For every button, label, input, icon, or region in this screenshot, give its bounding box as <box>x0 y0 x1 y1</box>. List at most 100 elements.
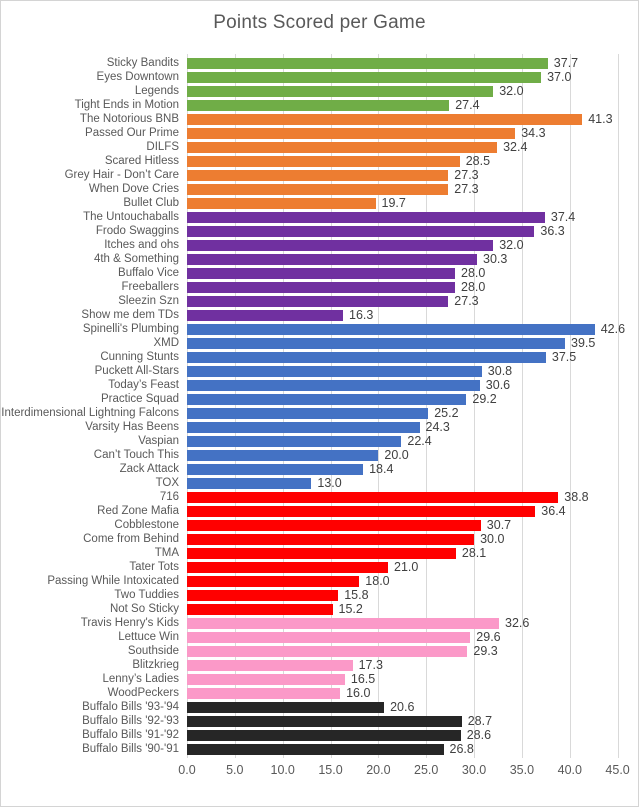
bar-row: Scared Hitless 28.5 <box>1 154 638 168</box>
gridline <box>474 54 476 758</box>
bar <box>187 71 542 83</box>
bar-track: 18.0 <box>187 574 632 588</box>
bar <box>187 533 475 545</box>
gridline <box>330 54 332 758</box>
bar-track: 37.4 <box>187 210 632 224</box>
value-label: 30.0 <box>480 532 505 546</box>
bar-row: Passed Our Prime 34.3 <box>1 126 638 140</box>
bar-row: WoodPeckers 16.0 <box>1 686 638 700</box>
bar <box>187 155 460 167</box>
value-label: 25.2 <box>434 406 459 420</box>
bar <box>187 491 559 503</box>
value-label: 16.5 <box>350 672 376 686</box>
bar-label: Buffalo Bills '93-'94 <box>82 701 179 713</box>
bar <box>187 197 376 209</box>
gridline <box>426 54 428 758</box>
bar-row: When Dove Cries 27.3 <box>1 182 638 196</box>
bar <box>187 407 429 419</box>
x-axis-tick: 0.0 <box>178 763 196 777</box>
bar <box>187 183 449 195</box>
value-label: 28.0 <box>461 266 486 280</box>
bar <box>187 673 345 685</box>
bar <box>187 113 583 125</box>
bar <box>187 225 535 237</box>
value-label: 18.4 <box>369 462 394 476</box>
bar-row: Two Tuddies 15.8 <box>1 588 638 602</box>
bar-track: 32.0 <box>187 84 632 98</box>
bar-row: Buffalo Vice 28.0 <box>1 266 638 280</box>
value-label: 30.7 <box>486 518 512 532</box>
bar-label: Two Tuddies <box>114 589 179 601</box>
bar <box>187 421 420 433</box>
value-label: 29.2 <box>472 392 497 406</box>
bar-label: Tater Tots <box>129 561 179 573</box>
bar-label: When Dove Cries <box>88 183 179 195</box>
bar <box>187 589 339 601</box>
bar-label: TOX <box>155 477 179 489</box>
bar <box>187 715 462 727</box>
bar-row: Cunning Stunts 37.5 <box>1 350 638 364</box>
value-label: 29.3 <box>473 644 498 658</box>
bar-track: 32.6 <box>187 616 632 630</box>
bar-label: Buffalo Bills '90-'91 <box>82 743 179 755</box>
bar-row: Tight Ends in Motion 27.4 <box>1 98 638 112</box>
value-label: 20.0 <box>384 448 409 462</box>
bar-track: 15.2 <box>187 602 632 616</box>
bar-row: Vaspian 22.4 <box>1 434 638 448</box>
bar-track: 42.6 <box>187 322 632 336</box>
bar-row: Red Zone Mafia 36.4 <box>1 504 638 518</box>
bar-track: 25.2 <box>187 406 632 420</box>
bar-label: Eyes Downtown <box>96 71 179 83</box>
bar <box>187 267 455 279</box>
bar-row: 4th & Something 30.3 <box>1 252 638 266</box>
bar <box>187 57 548 69</box>
bar <box>187 295 449 307</box>
gridline <box>234 54 236 758</box>
bar-track: 16.0 <box>187 686 632 700</box>
bar-track: 28.0 <box>187 266 632 280</box>
bar-track: 37.7 <box>187 56 632 70</box>
value-label: 28.0 <box>461 280 486 294</box>
bar-row: Buffalo Bills '92-'93 28.7 <box>1 714 638 728</box>
gridline <box>282 54 284 758</box>
bar-label: Passed Our Prime <box>85 127 179 139</box>
bar-track: 30.7 <box>187 518 632 532</box>
bar-track: 20.0 <box>187 448 632 462</box>
bar-row: Sleezin Szn 27.3 <box>1 294 638 308</box>
bar-track: 36.3 <box>187 224 632 238</box>
bar-label: Sleezin Szn <box>118 295 179 307</box>
bar-track: 28.1 <box>187 546 632 560</box>
bar-label: Buffalo Bills '91-'92 <box>82 729 179 741</box>
bar-label: Red Zone Mafia <box>97 505 179 517</box>
bar-row: Buffalo Bills '91-'92 28.6 <box>1 728 638 742</box>
bar-label: Blitzkrieg <box>132 659 179 671</box>
bar-label: Buffalo Vice <box>118 267 179 279</box>
value-label: 15.2 <box>338 602 363 616</box>
bar-label: The Untouchaballs <box>83 211 179 223</box>
bar-track: 41.3 <box>187 112 632 126</box>
bar-row: Tater Tots 21.0 <box>1 560 638 574</box>
value-label: 32.0 <box>499 238 524 252</box>
bar <box>187 211 545 223</box>
bar <box>187 603 333 615</box>
bar <box>187 477 312 489</box>
bar-row: Passing While Intoxicated 18.0 <box>1 574 638 588</box>
bar-label: 4th & Something <box>93 253 179 265</box>
bar-track: 32.0 <box>187 238 632 252</box>
bar-track: 39.5 <box>187 336 632 350</box>
bar-row: Sticky Bandits 37.7 <box>1 56 638 70</box>
bar-label: Interdimensional Lightning Falcons <box>1 407 179 419</box>
bar-row: Varsity Has Beens 24.3 <box>1 420 638 434</box>
bar-track: 20.6 <box>187 700 632 714</box>
bar <box>187 687 341 699</box>
bar-label: Frodo Swaggins <box>95 225 179 237</box>
bar <box>187 449 379 461</box>
bar-row: Lettuce Win 29.6 <box>1 630 638 644</box>
bar <box>187 631 471 643</box>
bar-track: 13.0 <box>187 476 632 490</box>
bar-row: TOX 13.0 <box>1 476 638 490</box>
value-label: 30.3 <box>483 252 508 266</box>
bar-row: The Notorious BNB 41.3 <box>1 112 638 126</box>
bar-track: 32.4 <box>187 140 632 154</box>
